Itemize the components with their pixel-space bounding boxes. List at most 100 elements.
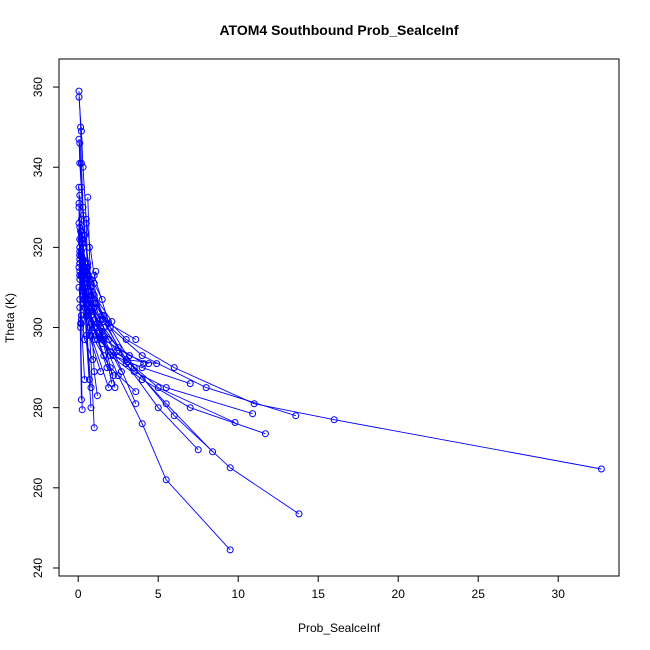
data-point [90, 424, 98, 432]
data-point [79, 271, 87, 279]
data-point [92, 267, 100, 275]
data-point [76, 304, 84, 311]
y-tick-label: 260 [31, 477, 45, 497]
data-point [209, 448, 217, 456]
x-tick-label: 10 [232, 587, 246, 601]
data-point [75, 199, 83, 207]
data-point [162, 384, 170, 392]
data-point [132, 388, 140, 396]
data-point [138, 376, 146, 384]
data-point [109, 352, 117, 360]
data-point [84, 193, 92, 201]
y-axis-label: Theta (K) [3, 293, 17, 343]
data-point [75, 283, 83, 291]
series-line [78, 97, 300, 515]
data-point [98, 336, 106, 343]
series-36 [77, 251, 106, 303]
data-point [75, 219, 83, 227]
x-tick-label: 30 [552, 587, 566, 601]
data-point [77, 227, 85, 235]
x-axis-label: Prob_SealceInf [298, 621, 381, 635]
series-line [79, 263, 110, 388]
data-point [93, 336, 101, 343]
y-tick-label: 360 [31, 77, 45, 97]
series-line [84, 283, 108, 368]
data-point [132, 336, 140, 343]
data-point [249, 410, 257, 418]
data-point [170, 364, 178, 372]
series-line [79, 307, 86, 380]
data-point [162, 400, 170, 408]
data-point [292, 412, 300, 420]
y-axis: 240 260 280 300 320 340 360 [31, 77, 60, 578]
data-point [81, 376, 89, 384]
data-point [76, 139, 84, 147]
data-point [85, 308, 93, 315]
data-point [90, 279, 98, 287]
data-point [75, 93, 83, 101]
data-point [226, 464, 234, 472]
series-line [78, 287, 94, 360]
series-line [79, 263, 103, 340]
data-point [78, 406, 86, 414]
data-point [597, 465, 605, 473]
data-point [186, 380, 194, 388]
data-point [87, 384, 95, 392]
data-point [75, 183, 83, 191]
data-point [145, 360, 153, 368]
series-layer [75, 87, 605, 554]
data-point [77, 396, 85, 404]
x-tick-label: 5 [155, 587, 162, 601]
data-point [77, 183, 85, 191]
data-point [138, 420, 146, 428]
data-point [77, 324, 85, 331]
series-38 [81, 279, 111, 372]
y-tick-label: 320 [31, 237, 45, 257]
y-tick-label: 300 [31, 317, 45, 337]
series-line [79, 247, 266, 435]
plot-frame [58, 58, 620, 577]
data-point [140, 360, 148, 368]
data-point [92, 300, 100, 307]
data-point [75, 135, 83, 143]
data-point [98, 296, 106, 303]
data-point [250, 400, 258, 408]
data-point [87, 404, 95, 412]
data-point [138, 364, 146, 372]
series-line [78, 91, 231, 551]
data-point [138, 352, 146, 360]
data-point [122, 336, 130, 343]
series-line [85, 223, 95, 428]
data-point [82, 263, 90, 271]
data-point [89, 356, 97, 364]
data-point [124, 358, 132, 366]
data-point [132, 400, 140, 408]
data-point [295, 510, 303, 518]
x-tick-label: 20 [392, 587, 406, 601]
series-line [78, 207, 602, 470]
x-tick-label: 0 [75, 587, 82, 601]
x-axis: 0 5 10 15 20 25 30 [75, 575, 566, 601]
y-tick-label: 280 [31, 397, 45, 417]
series-39 [75, 283, 97, 364]
data-point [202, 384, 210, 392]
data-point [77, 127, 85, 135]
series-line [80, 255, 103, 300]
data-point [153, 360, 161, 368]
x-tick-label: 25 [472, 587, 486, 601]
data-point [105, 384, 113, 392]
data-point [108, 318, 116, 325]
data-point [81, 279, 89, 287]
data-point [226, 546, 234, 554]
data-point [114, 344, 122, 352]
data-point [90, 324, 98, 331]
data-point [85, 376, 93, 384]
data-point [82, 219, 90, 227]
series-6 [75, 203, 605, 473]
data-point [154, 404, 162, 412]
data-point [76, 159, 84, 167]
data-point [81, 336, 89, 343]
data-point [76, 191, 84, 199]
y-tick-label: 340 [31, 157, 45, 177]
